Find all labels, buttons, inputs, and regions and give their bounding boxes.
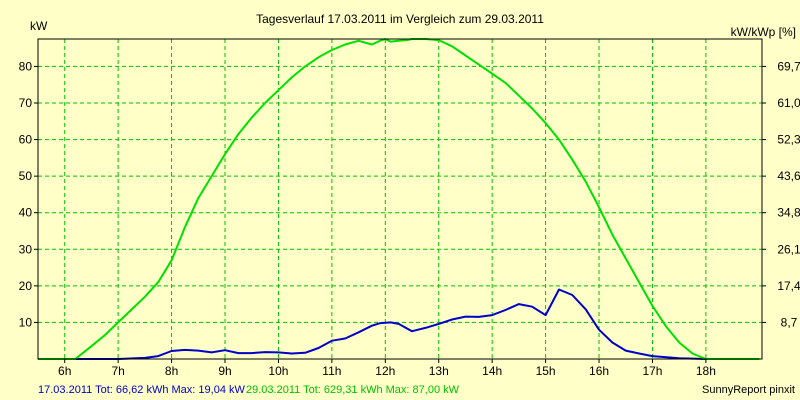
x-tick-label: 14h (482, 364, 502, 378)
plot-frame (37, 38, 763, 360)
y-tick-label-right: 34,8 (777, 206, 800, 220)
y-tick-label-left: 10 (19, 315, 33, 329)
x-tick-label: 12h (375, 364, 395, 378)
y-tick-label-right: 43,6 (777, 169, 800, 183)
x-tick-label: 9h (218, 364, 231, 378)
y-tick-label-right: 26,1 (777, 242, 800, 256)
y-tick-label-left: 60 (19, 133, 33, 147)
y-tick-label-left: 50 (19, 169, 33, 183)
series-line-1 (38, 288, 733, 360)
x-tick-label: 7h (111, 364, 124, 378)
y-tick-label-right: 8,7 (781, 315, 798, 329)
y-tick-label-left: 20 (19, 279, 33, 293)
y-tick-label-left: 30 (19, 242, 33, 256)
footer-series-2-stats: 29.03.2011 Tot: 629,31 kWh Max: 87,00 kW (246, 384, 460, 396)
x-tick-label: 16h (589, 364, 609, 378)
x-tick-label: 6h (58, 364, 71, 378)
y-axis-right-label: kW/kWp [%] (731, 25, 796, 39)
grid-layer (38, 39, 762, 359)
footer-series-1-stats: 17.03.2011 Tot: 66,62 kWh Max: 19,04 kW (38, 384, 245, 396)
axis-layer: 6h 7h 8h 9h 10h 11h 12h 13h 14h 15h 16h 17h 18h 10 8,7… (19, 59, 800, 378)
series-layer (38, 38, 760, 360)
footer-credit: SunnyReport pinxit (702, 384, 795, 396)
series-line-2 (38, 38, 760, 360)
y-axis-left-label: kW (30, 19, 48, 33)
x-tick-label: 8h (165, 364, 178, 378)
x-tick-label: 17h (642, 364, 662, 378)
x-tick-label: 10h (268, 364, 288, 378)
x-tick-label: 11h (322, 364, 341, 378)
y-tick-label-right: 61,0 (777, 96, 800, 110)
chart-title: Tagesverlauf 17.03.2011 im Vergleich zum… (256, 12, 544, 26)
y-tick-label-right: 17,4 (777, 279, 800, 293)
x-tick-label: 13h (429, 364, 449, 378)
y-tick-label-right: 69,7 (777, 59, 800, 73)
x-tick-label: 18h (696, 364, 716, 378)
y-tick-label-left: 70 (19, 96, 33, 110)
x-tick-label: 15h (536, 364, 556, 378)
y-tick-label-left: 40 (19, 206, 33, 220)
y-tick-label-left: 80 (19, 59, 33, 73)
y-tick-label-right: 52,3 (777, 133, 800, 147)
